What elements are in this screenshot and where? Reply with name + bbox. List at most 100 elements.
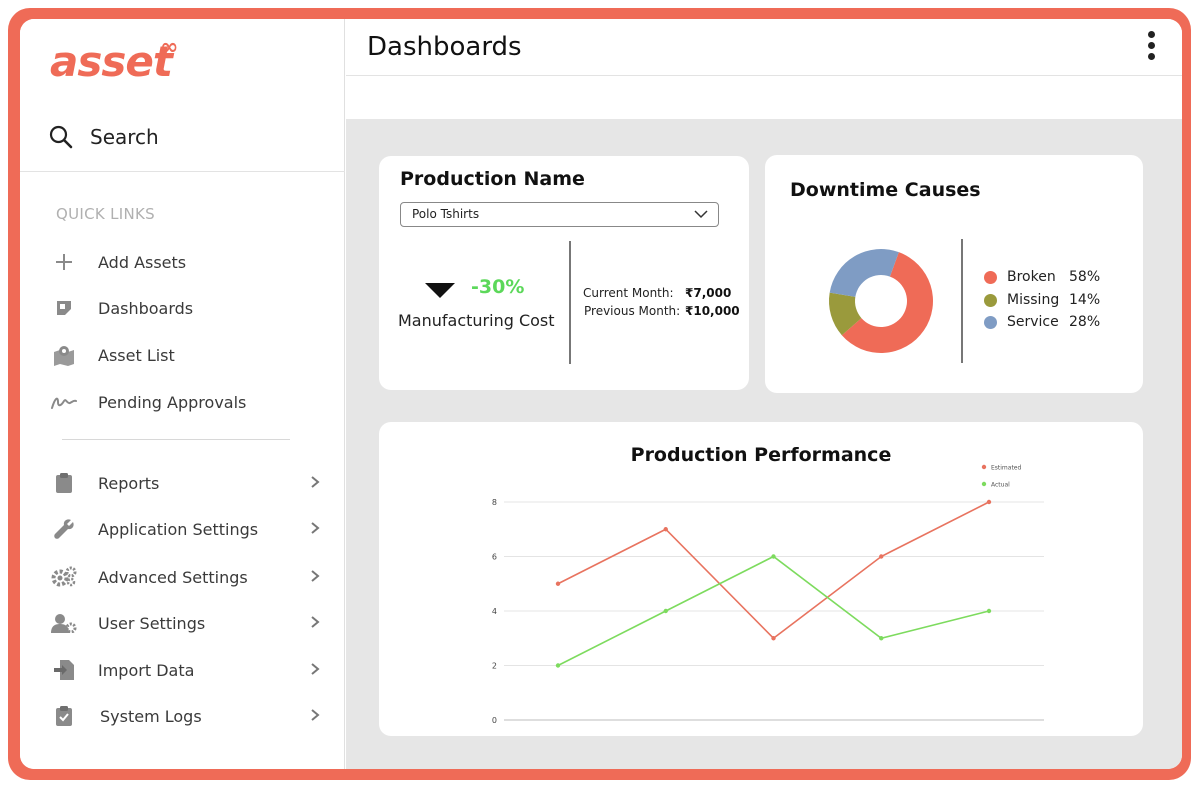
previous-month-value: ₹10,000 bbox=[685, 304, 740, 318]
sidebar-item-asset-list[interactable]: Asset List bbox=[50, 340, 320, 370]
sidebar-item-label: Reports bbox=[98, 473, 160, 493]
series-line-estimated bbox=[557, 501, 990, 640]
legend-dot bbox=[984, 315, 997, 329]
top-header: Dashboards bbox=[346, 19, 1182, 76]
data-point-actual bbox=[771, 554, 776, 559]
production-select-value: Polo Tshirts bbox=[412, 207, 480, 221]
sidebar-item-advanced-settings[interactable]: Advanced Settings bbox=[50, 562, 320, 592]
downtime-donut-chart bbox=[829, 249, 933, 353]
legend-name: Service bbox=[1007, 314, 1059, 330]
previous-month-label: Previous Month: bbox=[584, 304, 681, 318]
sidebar-item-label: Import Data bbox=[98, 660, 195, 680]
data-point-actual bbox=[879, 636, 884, 641]
legend-pct: 28% bbox=[1069, 314, 1101, 330]
sidebar-item-label: Advanced Settings bbox=[98, 567, 248, 587]
chevron-right-icon bbox=[311, 616, 320, 628]
legend-name: Broken bbox=[1007, 269, 1056, 285]
clipboard-icon bbox=[50, 471, 78, 495]
legend-dot bbox=[984, 270, 997, 284]
dashboard-icon bbox=[50, 296, 78, 320]
y-tick-label: 6 bbox=[492, 553, 497, 562]
data-point-actual bbox=[986, 608, 992, 614]
sidebar-item-add-assets[interactable]: Add Assets bbox=[50, 247, 320, 277]
sidebar-item-dashboards[interactable]: Dashboards bbox=[50, 293, 320, 323]
sidebar-item-application-settings[interactable]: Application Settings bbox=[50, 514, 320, 544]
y-tick-label: 2 bbox=[492, 662, 497, 671]
kebab-dot bbox=[1147, 53, 1155, 60]
production-performance-chart: Production Performance 0 2 4 6 8 Estimated Actu… bbox=[492, 444, 1044, 725]
y-tick-label: 0 bbox=[492, 716, 497, 725]
data-point-estimated bbox=[555, 581, 561, 586]
app-window: asset ∞ Search QUICK LINKS Add Assets Da… bbox=[20, 19, 1182, 769]
legend-marker-estimated bbox=[981, 464, 987, 470]
subheader-bar bbox=[346, 77, 1182, 119]
legend-pct: 58% bbox=[1069, 269, 1101, 285]
sidebar-item-label: Dashboards bbox=[98, 298, 194, 318]
y-tick-label: 4 bbox=[492, 607, 497, 616]
sidebar-item-pending-approvals[interactable]: Pending Approvals bbox=[50, 387, 320, 417]
legend-item-broken: Broken 58% bbox=[984, 269, 1100, 285]
sidebar-divider bbox=[20, 171, 345, 172]
chevron-right-icon bbox=[311, 663, 320, 675]
map-icon bbox=[50, 343, 78, 367]
page-title: Dashboards bbox=[367, 32, 522, 62]
sidebar-item-label: Application Settings bbox=[98, 519, 259, 539]
card-divider bbox=[961, 239, 963, 363]
down-arrow-icon bbox=[425, 283, 455, 298]
sidebar-item-import-data[interactable]: Import Data bbox=[50, 655, 320, 685]
user-gear-icon bbox=[50, 611, 78, 635]
production-select[interactable]: Polo Tshirts bbox=[400, 202, 719, 227]
sidebar-item-label: Add Assets bbox=[98, 252, 187, 272]
import-icon bbox=[50, 658, 78, 682]
legend-marker-actual bbox=[981, 481, 987, 487]
legend-dot bbox=[984, 293, 997, 307]
sidebar-item-label: Pending Approvals bbox=[98, 392, 247, 412]
dashboard-content: Production Name Polo Tshirts -30% Manufa… bbox=[346, 119, 1182, 769]
sidebar-item-user-settings[interactable]: User Settings bbox=[50, 608, 320, 638]
kebab-icon bbox=[1147, 31, 1155, 38]
downtime-card: Downtime Causes Broken 58% Missing 14% S… bbox=[765, 155, 1143, 393]
data-point-actual bbox=[663, 608, 668, 614]
legend-name: Missing bbox=[1007, 292, 1060, 308]
more-options-button[interactable] bbox=[1146, 31, 1156, 65]
y-tick-label: 8 bbox=[492, 498, 497, 507]
production-card-title: Production Name bbox=[400, 168, 585, 190]
sidebar-item-label: User Settings bbox=[98, 613, 206, 633]
legend-item-missing: Missing 14% bbox=[984, 292, 1100, 308]
legend-label-estimated: Estimated bbox=[991, 465, 1022, 472]
sidebar-item-label: Asset List bbox=[98, 345, 175, 365]
search-button[interactable]: Search bbox=[48, 124, 159, 150]
data-point-estimated bbox=[879, 554, 884, 559]
gears-icon bbox=[50, 565, 78, 589]
production-card: Production Name Polo Tshirts -30% Manufa… bbox=[379, 156, 749, 390]
chart-title: Production Performance bbox=[631, 444, 892, 466]
card-divider bbox=[569, 241, 571, 364]
sidebar-divider bbox=[62, 439, 290, 440]
sidebar-item-reports[interactable]: Reports bbox=[50, 468, 320, 498]
donut-slice-service bbox=[829, 249, 899, 297]
legend-pct: 14% bbox=[1069, 292, 1101, 308]
signature-icon bbox=[50, 390, 78, 414]
legend-label-actual: Actual bbox=[991, 482, 1010, 489]
chevron-right-icon bbox=[311, 522, 320, 534]
wrench-icon bbox=[50, 517, 78, 541]
plus-icon bbox=[50, 250, 78, 274]
brand-logo: asset bbox=[50, 37, 173, 86]
metric-label: Manufacturing Cost bbox=[398, 311, 555, 330]
donut-slice-broken bbox=[841, 252, 933, 353]
sidebar: asset ∞ Search QUICK LINKS Add Assets Da… bbox=[20, 19, 345, 769]
legend-item-service: Service 28% bbox=[984, 314, 1100, 330]
donut-slice-missing bbox=[829, 292, 862, 336]
sidebar-item-system-logs[interactable]: System Logs bbox=[50, 701, 320, 731]
data-point-estimated bbox=[986, 499, 992, 505]
chevron-right-icon bbox=[311, 476, 320, 488]
chevron-down-icon bbox=[694, 210, 708, 219]
sidebar-item-label: System Logs bbox=[100, 706, 202, 726]
search-label: Search bbox=[90, 125, 159, 149]
performance-card: Production Performance 0 2 4 6 8 Estimated Actu… bbox=[379, 422, 1143, 736]
data-point-estimated bbox=[771, 636, 776, 641]
kebab-dot bbox=[1147, 42, 1155, 49]
clipboard-check-icon bbox=[50, 704, 78, 728]
chevron-right-icon bbox=[311, 570, 320, 582]
search-icon bbox=[49, 125, 73, 149]
